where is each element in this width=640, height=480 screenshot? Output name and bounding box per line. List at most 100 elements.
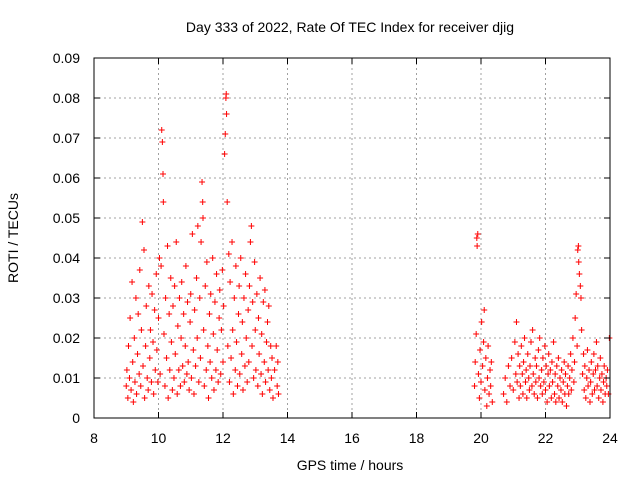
data-point bbox=[194, 223, 201, 229]
data-point bbox=[135, 311, 142, 317]
data-point bbox=[138, 327, 145, 333]
data-point bbox=[507, 383, 514, 389]
data-point bbox=[203, 259, 210, 265]
data-point bbox=[145, 387, 152, 393]
data-point bbox=[521, 335, 528, 341]
data-point bbox=[151, 307, 158, 313]
data-point bbox=[525, 375, 532, 381]
data-point bbox=[152, 367, 159, 373]
data-point bbox=[216, 287, 223, 293]
data-point bbox=[123, 367, 130, 373]
data-point bbox=[483, 403, 490, 409]
data-point bbox=[220, 359, 226, 365]
data-point bbox=[224, 343, 231, 349]
data-point bbox=[251, 259, 258, 265]
data-point bbox=[123, 383, 130, 389]
data-point bbox=[567, 351, 574, 357]
data-point bbox=[245, 359, 252, 365]
x-tick-label: 20 bbox=[473, 430, 489, 446]
data-point bbox=[167, 275, 174, 281]
data-point bbox=[130, 399, 137, 405]
data-point bbox=[269, 355, 276, 361]
data-point bbox=[256, 351, 263, 357]
data-point bbox=[153, 347, 160, 353]
data-point bbox=[486, 391, 493, 397]
data-point bbox=[204, 343, 211, 349]
data-point bbox=[568, 367, 575, 373]
data-point bbox=[160, 331, 167, 337]
data-point bbox=[195, 379, 202, 385]
data-point bbox=[514, 379, 521, 385]
data-point bbox=[524, 351, 531, 357]
data-point bbox=[570, 379, 577, 385]
data-point bbox=[192, 363, 199, 369]
data-point bbox=[203, 367, 210, 373]
data-point bbox=[531, 391, 538, 397]
data-point bbox=[268, 375, 275, 381]
data-point bbox=[554, 383, 561, 389]
data-point bbox=[131, 335, 138, 341]
data-point bbox=[585, 383, 592, 389]
data-point bbox=[569, 335, 576, 341]
data-point bbox=[264, 319, 271, 325]
data-point bbox=[600, 379, 607, 385]
data-point bbox=[588, 359, 595, 365]
grid bbox=[94, 58, 610, 418]
data-point bbox=[564, 383, 571, 389]
data-point bbox=[200, 215, 207, 221]
data-point bbox=[191, 307, 198, 313]
data-point bbox=[202, 283, 209, 289]
data-point bbox=[565, 391, 572, 397]
data-point bbox=[599, 399, 606, 405]
data-point bbox=[275, 391, 282, 397]
data-point bbox=[129, 359, 136, 365]
data-point bbox=[527, 363, 534, 369]
data-point bbox=[556, 395, 563, 401]
data-point bbox=[549, 379, 556, 385]
data-point bbox=[598, 371, 605, 377]
data-point bbox=[502, 375, 509, 381]
data-point bbox=[136, 371, 143, 377]
data-point bbox=[198, 239, 205, 245]
data-point bbox=[553, 363, 560, 369]
data-point bbox=[583, 375, 590, 381]
data-point bbox=[124, 395, 131, 401]
data-point bbox=[140, 247, 147, 253]
data-point bbox=[593, 339, 600, 345]
data-point bbox=[210, 387, 217, 393]
data-point bbox=[260, 299, 267, 305]
data-point bbox=[236, 283, 243, 289]
data-point bbox=[532, 355, 539, 361]
data-point bbox=[516, 395, 523, 401]
data-point bbox=[484, 375, 491, 381]
data-point bbox=[261, 359, 268, 365]
data-point bbox=[489, 399, 496, 405]
data-point bbox=[472, 359, 479, 365]
data-point bbox=[530, 371, 537, 377]
data-point bbox=[571, 359, 578, 365]
data-point bbox=[266, 387, 273, 393]
data-point bbox=[523, 367, 530, 373]
data-point bbox=[200, 327, 207, 333]
data-point bbox=[137, 383, 144, 389]
data-point bbox=[245, 307, 252, 313]
data-point bbox=[534, 395, 541, 401]
data-point bbox=[189, 231, 196, 237]
data-point bbox=[519, 371, 526, 377]
data-point bbox=[180, 311, 187, 317]
data-point bbox=[243, 335, 250, 341]
data-point bbox=[173, 239, 180, 245]
data-point bbox=[511, 339, 518, 345]
data-point bbox=[211, 299, 218, 305]
data-point bbox=[149, 291, 156, 297]
data-point bbox=[223, 111, 230, 117]
data-point bbox=[160, 171, 167, 177]
data-point bbox=[178, 335, 185, 341]
data-point bbox=[473, 331, 480, 337]
data-point bbox=[555, 355, 562, 361]
data-point bbox=[182, 343, 189, 349]
x-tick-label: 16 bbox=[344, 430, 360, 446]
data-point bbox=[535, 347, 542, 353]
data-point bbox=[166, 311, 173, 317]
data-point bbox=[587, 399, 594, 405]
